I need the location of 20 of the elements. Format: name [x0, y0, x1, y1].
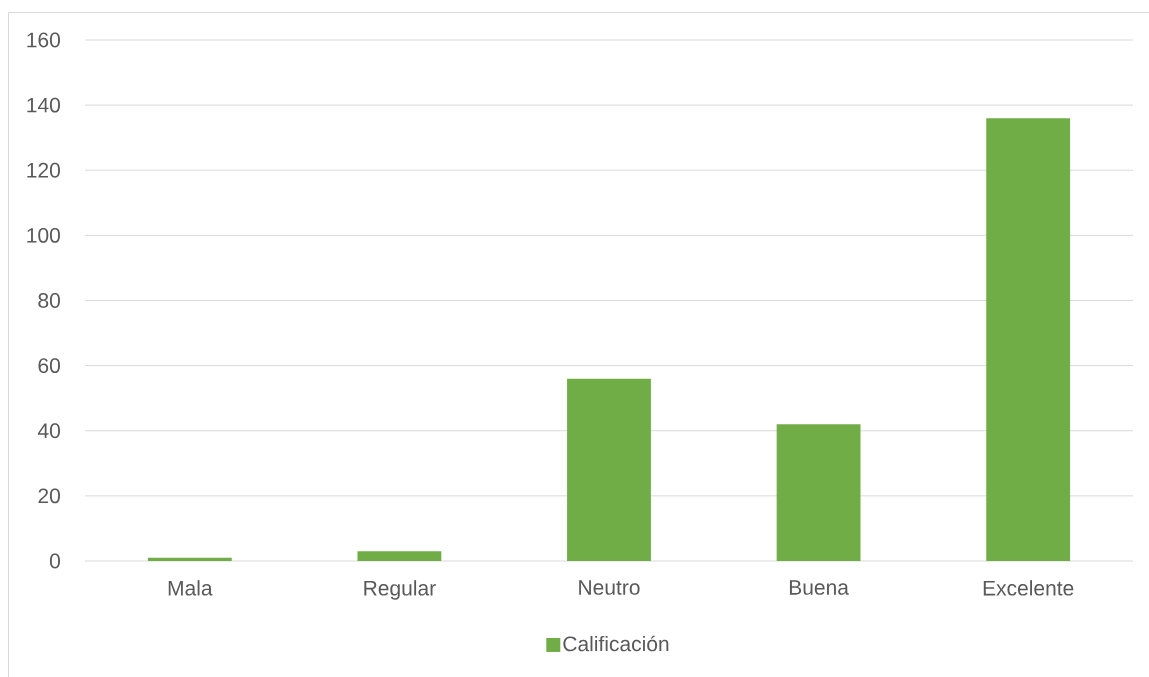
- x-tick-label: Buena: [789, 580, 849, 595]
- x-tick-label: Mala: [168, 580, 213, 596]
- y-tick-label: 120: [27, 162, 60, 178]
- bar: [776, 424, 861, 561]
- y-tick-label: 80: [38, 293, 60, 308]
- x-tick-label: Excelente: [983, 580, 1074, 596]
- y-tick-label: 40: [37, 423, 60, 439]
- y-tick-label: 160: [27, 32, 60, 48]
- x-tick-label: Neutro: [579, 580, 640, 595]
- bar: [986, 118, 1071, 561]
- y-tick-label: 60: [38, 358, 60, 374]
- y-tick-label: 20: [38, 488, 60, 504]
- y-tick-label: 0: [49, 553, 60, 569]
- x-tick-label: Regular: [364, 580, 436, 600]
- bar: [147, 557, 232, 561]
- bar: [357, 551, 442, 561]
- y-tick-label: 100: [27, 227, 60, 243]
- y-tick-label: 140: [27, 97, 60, 113]
- bar: [567, 378, 651, 561]
- legend-label: Calificación: [563, 635, 669, 652]
